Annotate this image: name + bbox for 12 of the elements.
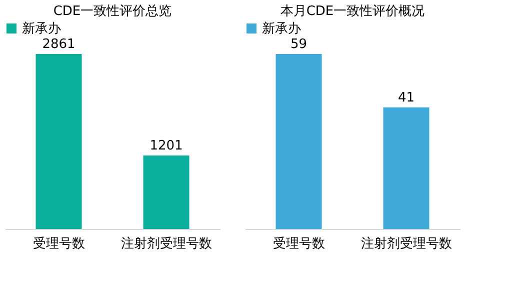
x-tick-label: 注射剂受理号数 [120, 236, 212, 252]
data-label: 41 [398, 90, 415, 106]
chart-title: 本月CDE一致性评价概况 [280, 4, 425, 19]
chart-title: CDE一致性评价总览 [53, 4, 172, 19]
data-label: 2861 [42, 37, 76, 52]
x-tick-label: 受理号数 [32, 236, 85, 252]
x-tick-label: 受理号数 [272, 236, 325, 252]
x-tick-label: 注射剂受理号数 [360, 236, 452, 252]
legend-label: 新承办 [262, 22, 301, 36]
legend-label: 新承办 [22, 22, 61, 36]
data-label: 59 [290, 37, 308, 52]
data-label: 1201 [150, 138, 183, 154]
